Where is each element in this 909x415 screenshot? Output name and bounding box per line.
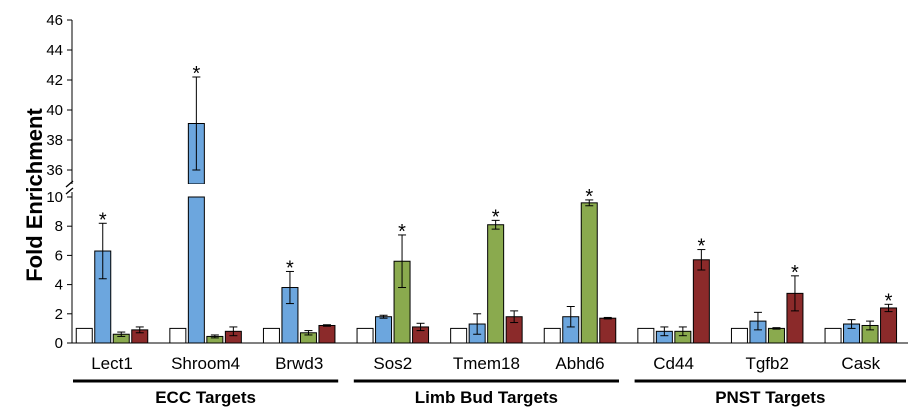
bar [356, 327, 374, 344]
bar [487, 224, 505, 344]
significance-star: * [192, 63, 200, 85]
bar [318, 324, 336, 344]
x-tick-label: Brwd3 [275, 354, 323, 373]
significance-star: * [885, 290, 893, 312]
bar [187, 196, 205, 344]
group-label: PNST Targets [715, 388, 825, 407]
bar [543, 327, 561, 344]
bar [880, 307, 898, 344]
y-tick-label: 0 [55, 335, 63, 352]
significance-star: * [99, 209, 107, 231]
significance-star: * [585, 186, 593, 208]
y-tick-label: 46 [46, 12, 63, 29]
bar [767, 327, 785, 344]
x-tick-label: Cask [841, 354, 880, 373]
bar-break-gap [187, 184, 206, 192]
significance-star: * [492, 206, 500, 228]
x-tick-label: Cd44 [653, 354, 694, 373]
y-tick-label: 44 [46, 42, 63, 59]
bar [730, 327, 748, 344]
x-tick-label: Lect1 [91, 354, 133, 373]
group-label: Limb Bud Targets [415, 388, 558, 407]
bar [692, 259, 710, 344]
x-tick-label: Abhd6 [555, 354, 604, 373]
y-tick-label: 10 [46, 189, 63, 206]
y-tick-label: 4 [55, 277, 63, 294]
axis-break-mark [65, 187, 74, 195]
bar [824, 327, 842, 344]
y-tick-label: 8 [55, 218, 63, 235]
y-tick-label: 40 [46, 102, 63, 119]
significance-star: * [286, 257, 294, 279]
bar [375, 316, 393, 344]
x-tick-label: Sos2 [373, 354, 412, 373]
bar [262, 327, 280, 344]
bar [75, 327, 93, 344]
axis-break-gap [69, 184, 75, 192]
y-axis-label: Fold Enrichment [22, 108, 47, 282]
bar [637, 327, 655, 344]
bar [169, 327, 187, 344]
x-tick-label: Tmem18 [453, 354, 520, 373]
bar [599, 317, 617, 344]
x-tick-label: Tgfb2 [745, 354, 788, 373]
axis-break-mark [65, 180, 74, 188]
group-label: ECC Targets [155, 388, 256, 407]
y-tick-label: 2 [55, 306, 63, 323]
significance-star: * [791, 262, 799, 284]
y-tick-label: 42 [46, 72, 63, 89]
bar [450, 327, 468, 344]
x-tick-label: Shroom4 [171, 354, 240, 373]
y-tick-label: 6 [55, 247, 63, 264]
significance-star: * [398, 221, 406, 243]
significance-star: * [697, 236, 705, 258]
y-tick-label: 38 [46, 132, 63, 149]
bar [580, 202, 598, 344]
y-tick-label: 36 [46, 162, 63, 179]
